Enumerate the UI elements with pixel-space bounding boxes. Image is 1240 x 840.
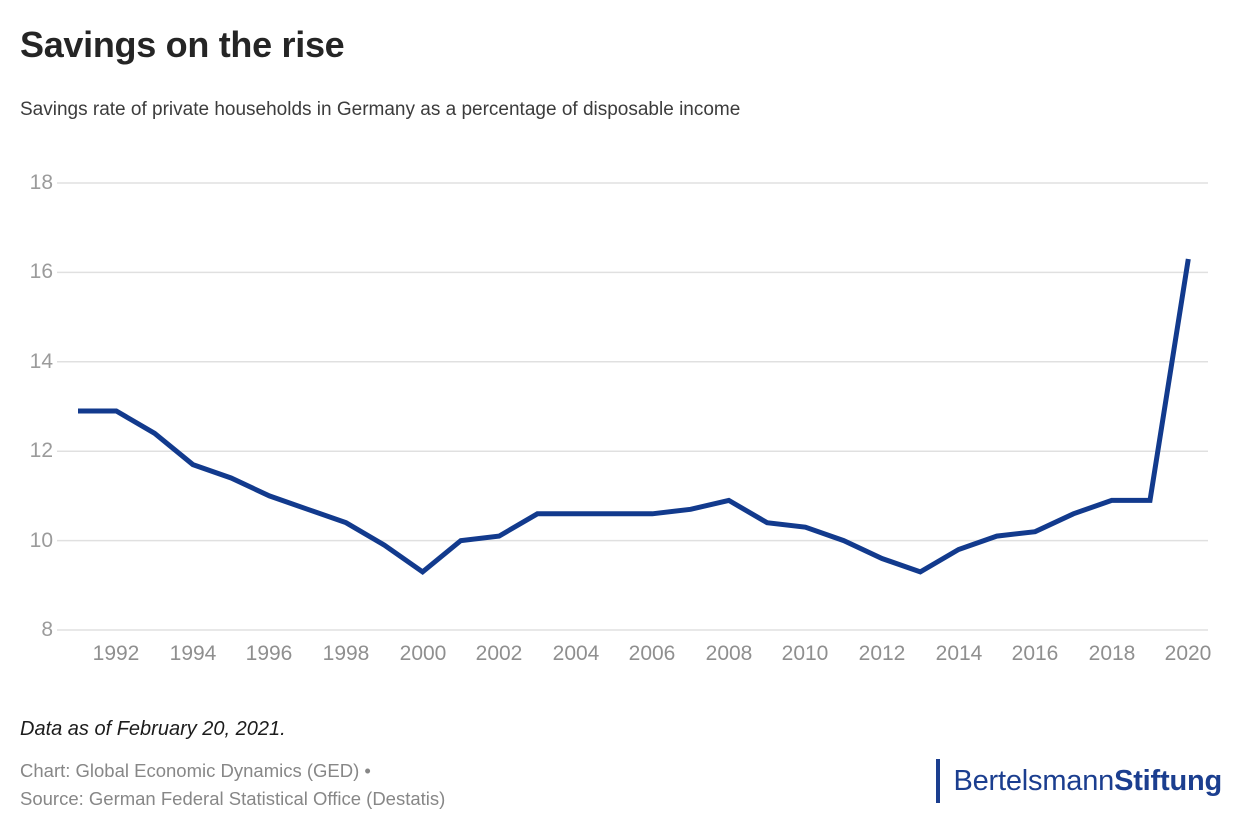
y-axis-label-18: 18	[29, 171, 53, 194]
x-axis-label-1992: 1992	[92, 642, 140, 665]
x-axis-label-2010: 2010	[781, 642, 829, 665]
x-axis-label-2008: 2008	[705, 642, 753, 665]
x-axis-label-2006: 2006	[628, 642, 676, 665]
chart-subtitle: Savings rate of private households in Ge…	[20, 99, 741, 120]
x-axis-label-1994: 1994	[169, 642, 217, 665]
logo-text-stiftung: Stiftung	[1114, 764, 1222, 797]
y-axis-label-10: 10	[29, 529, 53, 552]
x-axis-label-1998: 1998	[322, 642, 370, 665]
x-axis-label-2012: 2012	[858, 642, 906, 665]
data-as-of-note: Data as of February 20, 2021.	[20, 718, 286, 740]
y-axis-label-12: 12	[29, 439, 53, 462]
x-axis-label-2002: 2002	[475, 642, 523, 665]
savings-rate-line	[78, 258, 1191, 576]
y-axis-label-8: 8	[41, 618, 53, 641]
chart-credits: Chart: Global Economic Dynamics (GED) • …	[20, 757, 445, 813]
x-axis-label-2014: 2014	[935, 642, 983, 665]
x-axis-label-1996: 1996	[245, 642, 293, 665]
x-axis-label-2000: 2000	[399, 642, 447, 665]
x-axis-label-2016: 2016	[1011, 642, 1059, 665]
y-axis-label-14: 14	[29, 350, 53, 373]
source-credit-line: Source: German Federal Statistical Offic…	[20, 788, 446, 809]
logo-text-bertelsmann: Bertelsmann	[953, 764, 1115, 797]
y-axis-label-16: 16	[29, 260, 53, 283]
x-axis-label-2018: 2018	[1088, 642, 1136, 665]
logo-bar-icon	[936, 759, 941, 803]
x-axis-label-2020: 2020	[1164, 642, 1212, 665]
chart-title: Savings on the rise	[20, 24, 345, 65]
bertelsmann-stiftung-logo: BertelsmannStiftung	[936, 757, 1222, 805]
chart-credit-line: Chart: Global Economic Dynamics (GED) •	[20, 760, 371, 781]
x-axis-label-2004: 2004	[552, 642, 600, 665]
logo-text: BertelsmannStiftung	[953, 765, 1222, 798]
